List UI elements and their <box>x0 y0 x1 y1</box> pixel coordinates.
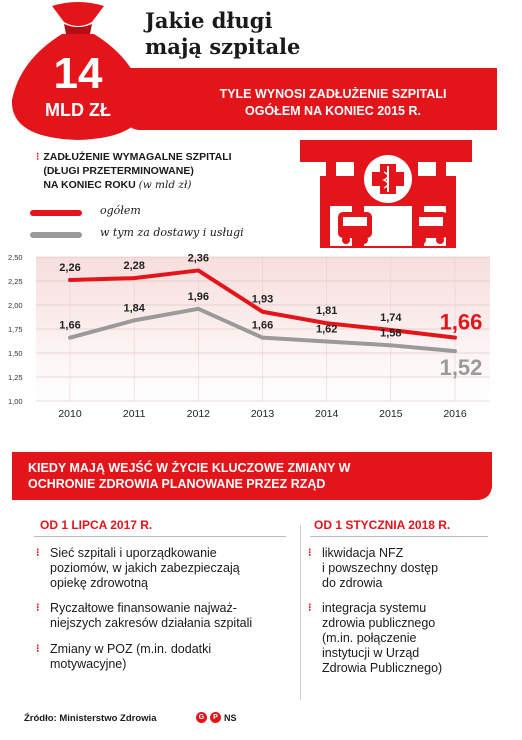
logo-circle-icon: P <box>210 712 221 723</box>
item-text: zdrowia publicznego <box>322 616 436 630</box>
y-tick-label: 2,50 <box>8 253 23 262</box>
total-debt-banner-text: TYLE WYNOSI ZADŁUŻENIE SZPITALI OGÓŁEM N… <box>168 86 498 120</box>
item-text: Sieć szpitali i uporządkowanie <box>50 546 217 560</box>
data-label: 2,36 <box>188 252 209 264</box>
changes-title-line-2: OCHRONIE ZDROWIA PLANOWANE PRZEZ RZĄD <box>28 477 326 491</box>
data-label: 1,62 <box>316 323 337 335</box>
legend-swatch-total <box>30 210 82 216</box>
x-tick-label: 2013 <box>251 408 275 420</box>
total-debt-banner <box>125 68 497 130</box>
list-item: ⁝ likwidacja NFZ i powszechny dostęp do zd… <box>308 546 438 591</box>
bag-amount: 14 <box>53 49 103 98</box>
item-text: likwidacja NFZ <box>322 546 404 560</box>
x-tick-label: 2011 <box>123 408 146 420</box>
data-label: 1,66 <box>440 310 483 335</box>
item-text: Ryczałtowe finansowanie najważ- <box>50 601 237 615</box>
data-label: 1,66 <box>59 320 80 332</box>
item-text: i powszechny dostęp <box>322 561 439 575</box>
publisher-logo: G P NS <box>196 712 237 723</box>
left-column-heading: OD 1 LIPCA 2017 R. <box>40 518 153 532</box>
source-note: Źródło: Ministerstwo Zdrowia <box>24 713 157 724</box>
list-item: ⁝ integracja systemu zdrowia publicznego(… <box>308 601 442 676</box>
bullet-marker: ⁝ <box>36 643 40 655</box>
column-divider <box>300 525 301 700</box>
bullet-marker: ⁝ <box>36 547 40 559</box>
y-tick-label: 1,25 <box>8 373 23 382</box>
page-title: Jakie długi mają szpitale <box>145 8 375 60</box>
chart-unit: (w mld zł) <box>138 179 192 191</box>
logo-letters: NS <box>224 712 237 723</box>
data-label: 1,52 <box>440 355 483 380</box>
money-bag-icon <box>11 2 140 140</box>
data-label: 1,81 <box>316 305 337 317</box>
bullet-marker: ⁝ <box>36 602 40 614</box>
x-tick-label: 2016 <box>443 408 467 420</box>
item-text: opiekę zdrowotną <box>50 576 148 590</box>
chart-description: ⁝ ZADŁUŻENIE WYMAGALNE SZPITALI (DŁUGI P… <box>36 150 296 192</box>
left-column-rule <box>34 536 286 537</box>
data-label: 1,74 <box>380 312 402 324</box>
data-label: 2,26 <box>59 262 80 274</box>
legend-swatch-supplies <box>30 232 82 238</box>
x-tick-label: 2010 <box>58 408 82 420</box>
y-tick-label: 2,00 <box>8 301 23 310</box>
title-line-1: Jakie długi <box>145 8 273 33</box>
right-column-rule <box>310 536 488 537</box>
debt-line-chart: 1,00 1,25 1,50 1,75 2,00 2,25 2,50 2010 2011 201… <box>8 252 490 420</box>
title-line-2: mają szpitale <box>145 34 301 59</box>
series-line-total <box>68 268 457 340</box>
changes-banner <box>12 452 492 500</box>
chart-desc-line-2: (DŁUGI PRZETERMINOWANE) <box>43 165 194 177</box>
data-label: 1,66 <box>252 320 273 332</box>
bag-unit: MLD ZŁ <box>45 100 111 120</box>
chart-desc-line-1: ZADŁUŻENIE WYMAGALNE SZPITALI <box>43 151 232 163</box>
bullet-marker: ⁝ <box>36 151 40 163</box>
series-line-supplies <box>68 306 457 354</box>
item-text: instytucji w Urząd <box>322 646 420 660</box>
ambulance-icon <box>338 212 372 244</box>
data-label: 2,28 <box>123 260 144 272</box>
x-tick-label: 2014 <box>315 408 339 420</box>
x-tick-label: 2015 <box>379 408 403 420</box>
legend-label-total: ogółem <box>100 204 141 217</box>
item-text: poziomów, w jakich zabezpieczają <box>50 561 240 575</box>
data-label: 1,93 <box>252 294 273 306</box>
data-label: 1,84 <box>123 302 145 314</box>
y-tick-label: 1,50 <box>8 349 23 358</box>
banner-line-1: TYLE WYNOSI ZADŁUŻENIE SZPITALI <box>219 87 447 101</box>
y-tick-label: 1,75 <box>8 325 23 334</box>
item-text: integracja systemu <box>322 601 427 615</box>
ambulance-icon <box>414 212 448 244</box>
item-text: Zmiany w POZ (m.in. dodatki <box>50 642 212 656</box>
right-column-heading: OD 1 STYCZNIA 2018 R. <box>314 518 451 532</box>
item-text: do zdrowia <box>322 576 383 590</box>
item-text: motywacyjne) <box>50 657 127 671</box>
y-tick-label: 2,25 <box>8 277 23 286</box>
bullet-marker: ⁝ <box>308 547 312 559</box>
changes-title-line-1: KIEDY MAJĄ WEJŚĆ W ŻYCIE KLUCZOWE ZMIANY… <box>28 461 351 475</box>
list-item: ⁝ Zmiany w POZ (m.in. dodatki motywacyjne… <box>36 642 211 672</box>
item-text: (m.in. połączenie <box>322 631 417 645</box>
list-item: ⁝ Sieć szpitali i uporządkowanie poziomów… <box>36 546 240 591</box>
y-tick-label: 1,00 <box>8 397 23 406</box>
bullet-marker: ⁝ <box>308 602 312 614</box>
item-text: Zdrowia Publicznego) <box>322 661 443 675</box>
x-tick-label: 2012 <box>187 408 211 420</box>
logo-circle-icon: G <box>196 712 207 723</box>
data-label: 1,58 <box>380 327 401 339</box>
banner-line-2: OGÓŁEM NA KONIEC 2015 R. <box>245 104 421 118</box>
changes-title: KIEDY MAJĄ WEJŚĆ W ŻYCIE KLUCZOWE ZMIANY… <box>28 460 468 492</box>
chart-desc-line-3: NA KONIEC ROKU <box>43 179 136 191</box>
legend-label-supplies: w tym za dostawy i usługi <box>100 226 244 239</box>
data-label: 1,96 <box>188 291 209 303</box>
item-text: niejszych zakresów działania szpitali <box>50 616 253 630</box>
list-item: ⁝ Ryczałtowe finansowanie najważ-niejszy… <box>36 601 252 631</box>
